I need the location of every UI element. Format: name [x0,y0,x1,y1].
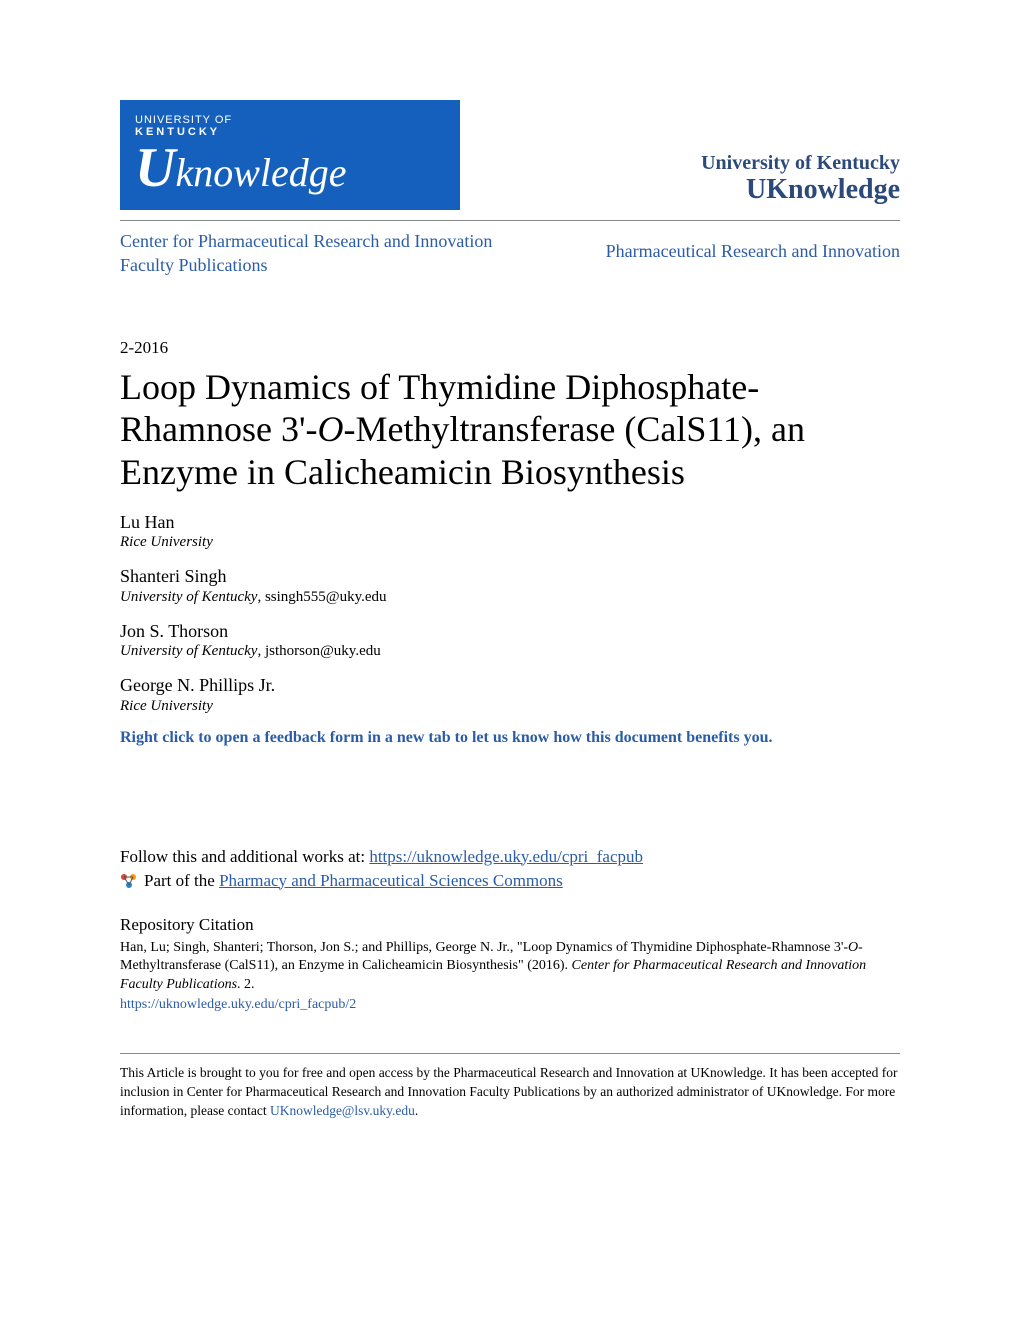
author-item: Jon S. Thorson University of Kentucky, j… [120,620,900,660]
header-divider [120,220,900,221]
uknowledge-logo[interactable]: UNIVERSITY OF KENTUCKY Uknowledge [120,100,460,210]
author-email: jsthorson@uky.edu [265,643,381,659]
author-item: Lu Han Rice University [120,511,900,551]
footer-text: This Article is brought to you for free … [120,1064,900,1121]
follow-works-line: Follow this and additional works at: htt… [120,847,900,867]
author-name: Jon S. Thorson [120,620,900,643]
author-name: George N. Phillips Jr. [120,674,900,697]
repository-citation: Han, Lu; Singh, Shanteri; Thorson, Jon S… [120,939,900,996]
author-email: ssingh555@uky.edu [265,589,387,605]
logo-main-text: Uknowledge [135,140,460,196]
commons-link[interactable]: Pharmacy and Pharmaceutical Sciences Com… [219,871,563,890]
feedback-link[interactable]: Right click to open a feedback form in a… [120,729,900,747]
article-title: Loop Dynamics of Thymidine Diphosphate- … [120,366,900,493]
citation-url-link[interactable]: https://uknowledge.uky.edu/cpri_facpub/2 [120,997,900,1013]
collection-link[interactable]: Center for Pharmaceutical Research and I… [120,229,526,278]
site-name[interactable]: UKnowledge [701,175,900,206]
header-right: University of Kentucky UKnowledge [701,152,900,210]
repository-citation-heading: Repository Citation [120,915,900,935]
logo-top-line: UNIVERSITY OF KENTUCKY [135,114,460,138]
publication-date: 2-2016 [120,338,900,358]
author-name: Shanteri Singh [120,565,900,588]
network-icon [120,872,138,890]
part-of-line: Part of the Pharmacy and Pharmaceutical … [120,871,900,891]
breadcrumb-row: Center for Pharmaceutical Research and I… [120,229,900,278]
author-item: Shanteri Singh University of Kentucky, s… [120,565,900,605]
follow-url-link[interactable]: https://uknowledge.uky.edu/cpri_facpub [369,847,643,866]
contact-email-link[interactable]: UKnowledge@lsv.uky.edu [270,1103,415,1118]
author-item: George N. Phillips Jr. Rice University [120,674,900,714]
author-name: Lu Han [120,511,900,534]
author-affiliation: Rice University [120,698,900,715]
author-affiliation: University of Kentucky, jsthorson@uky.ed… [120,643,900,660]
header: UNIVERSITY OF KENTUCKY Uknowledge Univer… [120,100,900,210]
footer-divider [120,1053,900,1054]
department-link[interactable]: Pharmaceutical Research and Innovation [606,229,900,262]
author-list: Lu Han Rice University Shanteri Singh Un… [120,511,900,715]
institution-name[interactable]: University of Kentucky [701,152,900,175]
author-affiliation: Rice University [120,534,900,551]
author-affiliation: University of Kentucky, ssingh555@uky.ed… [120,589,900,606]
